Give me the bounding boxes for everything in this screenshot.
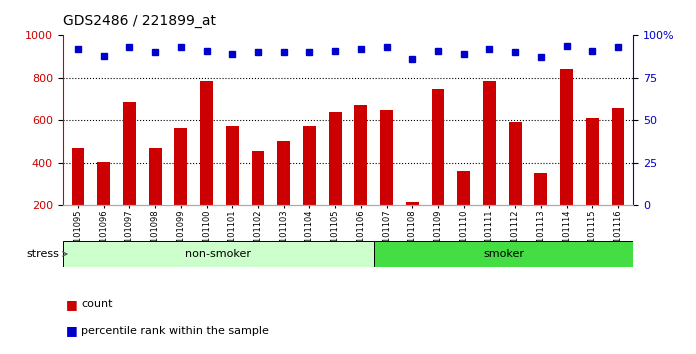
Bar xyxy=(175,128,187,248)
Bar xyxy=(457,171,470,248)
Bar xyxy=(123,102,136,248)
Bar xyxy=(226,126,239,248)
Text: GDS2486 / 221899_at: GDS2486 / 221899_at xyxy=(63,14,216,28)
Bar xyxy=(586,118,599,248)
Bar xyxy=(149,148,161,248)
Text: stress: stress xyxy=(26,249,59,259)
Bar xyxy=(354,105,367,248)
Bar xyxy=(374,241,633,267)
Bar xyxy=(329,112,342,248)
Bar xyxy=(251,151,264,248)
Bar xyxy=(406,202,419,248)
Bar xyxy=(535,173,547,248)
Bar xyxy=(277,141,290,248)
Bar xyxy=(483,81,496,248)
Bar xyxy=(560,69,573,248)
Text: count: count xyxy=(81,299,113,309)
Text: ■: ■ xyxy=(66,325,78,337)
Bar xyxy=(380,110,393,248)
Text: non-smoker: non-smoker xyxy=(185,249,251,259)
Text: smoker: smoker xyxy=(483,249,524,259)
Bar xyxy=(63,241,374,267)
Bar xyxy=(97,162,110,248)
Bar xyxy=(72,148,84,248)
Bar xyxy=(200,81,213,248)
Bar xyxy=(509,122,521,248)
Text: percentile rank within the sample: percentile rank within the sample xyxy=(81,326,269,336)
Text: ■: ■ xyxy=(66,298,78,311)
Bar xyxy=(612,108,624,248)
Bar xyxy=(432,88,445,248)
Bar xyxy=(303,126,316,248)
